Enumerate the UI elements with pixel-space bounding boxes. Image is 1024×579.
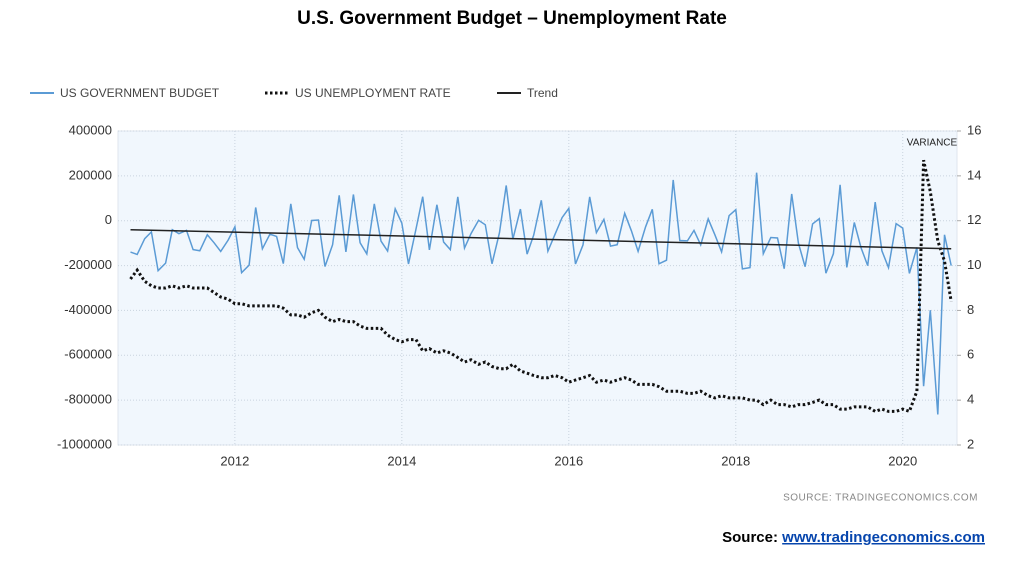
chart-title: U.S. Government Budget – Unemployment Ra… xyxy=(297,8,727,29)
source-line: Source: www.tradingeconomics.com xyxy=(722,529,985,546)
y-tick-label: -400000 xyxy=(64,302,112,317)
x-tick-label: 2016 xyxy=(554,453,583,468)
y2-tick-label: 12 xyxy=(967,212,981,227)
series-line xyxy=(129,159,953,414)
y2-tick-label: 8 xyxy=(967,302,974,317)
y-tick-label: 400000 xyxy=(69,122,112,137)
source-note: SOURCE: TRADINGECONOMICS.COM xyxy=(783,493,978,504)
x-tick-label: 2020 xyxy=(888,453,917,468)
series-line xyxy=(130,228,952,250)
legend-label: US UNEMPLOYMENT RATE xyxy=(295,86,451,100)
legend-label: US GOVERNMENT BUDGET xyxy=(60,86,220,100)
legend-label: Trend xyxy=(527,86,558,100)
y-tick-label: -800000 xyxy=(64,392,112,407)
source-link[interactable]: www.tradingeconomics.com xyxy=(781,529,985,546)
source-label: Source: xyxy=(722,529,778,546)
y-tick-label: 0 xyxy=(105,212,112,227)
series-line xyxy=(130,172,952,415)
y2-tick-label: 10 xyxy=(967,257,981,272)
y-tick-label: 200000 xyxy=(69,167,112,182)
x-tick-label: 2014 xyxy=(387,453,416,468)
y2-tick-label: 2 xyxy=(967,436,974,451)
y-tick-label: -1000000 xyxy=(57,436,112,451)
y2-tick-label: 16 xyxy=(967,122,981,137)
x-tick-label: 2012 xyxy=(220,453,249,468)
annotation: VARIANCE xyxy=(907,138,958,149)
y2-tick-label: 6 xyxy=(967,347,974,362)
y-tick-label: -200000 xyxy=(64,257,112,272)
x-tick-label: 2018 xyxy=(721,453,750,468)
y2-tick-label: 14 xyxy=(967,167,981,182)
plot-area xyxy=(117,130,958,446)
y2-tick-label: 4 xyxy=(967,392,974,407)
y-tick-label: -600000 xyxy=(64,347,112,362)
